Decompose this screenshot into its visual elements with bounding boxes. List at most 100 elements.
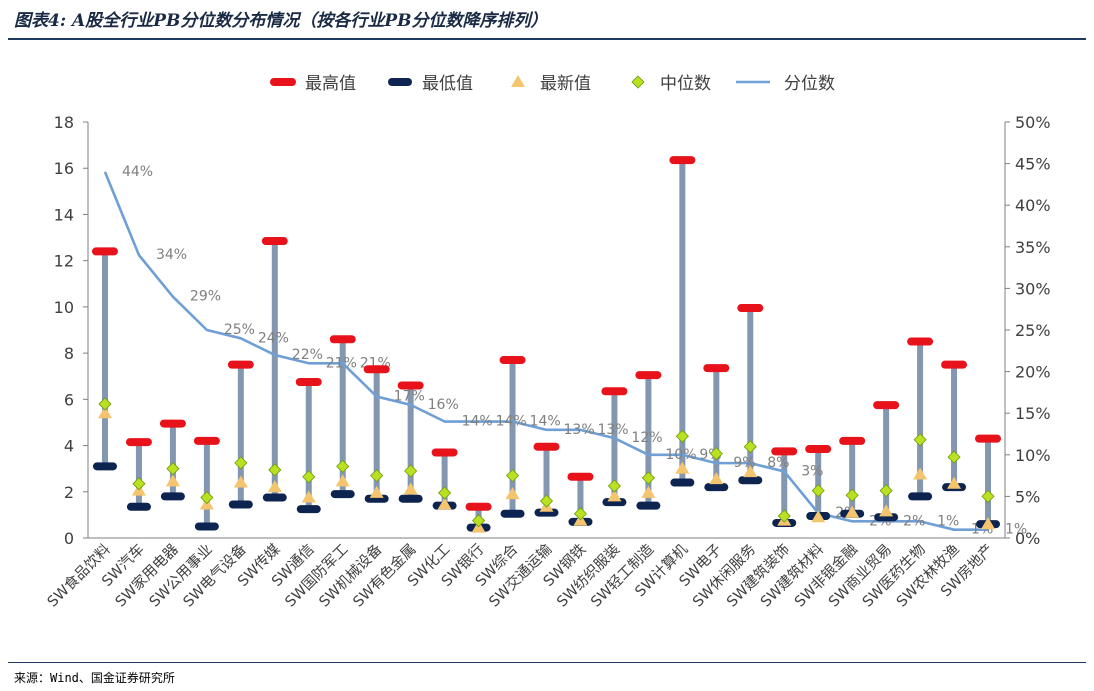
max-marker: [873, 401, 900, 410]
median-marker: [947, 450, 961, 464]
range-bar: [203, 440, 210, 527]
latest-marker: [675, 461, 690, 474]
percentile-label: 3%: [801, 463, 823, 479]
median-marker: [472, 514, 486, 528]
category-labels: SW食品饮料SW汽车SW家用电器SW公用事业SW电气设备SW传媒SW通信SW国防…: [44, 540, 997, 611]
latest-marker: [437, 497, 452, 510]
right-tick-label: 10%: [1015, 446, 1051, 465]
range-bar: [985, 438, 992, 525]
right-tick-label: 30%: [1015, 279, 1051, 298]
max-marker: [533, 442, 560, 451]
median-marker: [404, 464, 418, 478]
median-marker: [336, 459, 350, 473]
latest-marker: [641, 485, 656, 498]
percentile-label: 29%: [190, 289, 221, 305]
right-tick-label: 40%: [1015, 196, 1051, 215]
max-marker: [907, 337, 934, 346]
max-marker: [805, 445, 832, 454]
legend-latest-swatch: [511, 75, 525, 87]
latest-marker: [505, 487, 520, 500]
latest-marker: [403, 482, 418, 495]
right-axis-ticks: 0% 5% 10% 15% 20% 25% 30% 35% 40% 45% 50%: [1005, 113, 1051, 548]
percentile-label: 22%: [292, 347, 323, 363]
percentile-label: 44%: [122, 164, 153, 180]
latest-marker: [709, 472, 724, 485]
legend: 最高值 最低值 最新值 中位数 分位数: [270, 74, 835, 94]
median-marker: [845, 488, 859, 502]
source-note: 来源：Wind、国金证券研究所: [14, 671, 175, 685]
max-marker: [465, 502, 492, 511]
percentile-label: 13%: [597, 422, 628, 438]
min-marker: [194, 522, 219, 531]
legend-line-label: 分位数: [784, 74, 835, 94]
latest-marker: [607, 489, 622, 502]
percentile-label: 8%: [767, 455, 789, 471]
median-marker: [573, 507, 588, 521]
max-marker: [635, 371, 662, 380]
left-tick-label: 14: [54, 205, 74, 224]
left-tick-label: 4: [64, 437, 74, 456]
latest-marker: [743, 465, 758, 478]
min-marker: [262, 493, 287, 502]
legend-max-swatch: [270, 78, 296, 86]
min-marker: [296, 505, 321, 514]
max-marker: [125, 438, 152, 447]
range-bar: [815, 449, 822, 517]
right-tick-label: 5%: [1015, 487, 1040, 506]
max-marker: [941, 360, 968, 369]
percentile-line: [103, 171, 989, 531]
percentile-label: 16%: [428, 397, 459, 413]
percentile-label: 13%: [564, 422, 595, 438]
median-marker: [913, 433, 927, 447]
median-marker: [641, 471, 655, 485]
right-tick-label: 15%: [1015, 404, 1051, 423]
legend-min-swatch: [388, 78, 412, 86]
min-marker: [908, 492, 933, 501]
chart-title: 图表4: A股全行业PB分位数分布情况（按各行业PB分位数降序排列）: [14, 11, 548, 31]
latest-marker: [165, 474, 180, 487]
range-bar: [747, 308, 754, 481]
median-marker: [607, 479, 621, 493]
range-bar: [679, 160, 686, 483]
left-tick-label: 8: [64, 344, 74, 363]
max-marker: [227, 360, 254, 369]
min-marker: [500, 509, 525, 518]
median-marker: [166, 462, 180, 476]
median-marker: [505, 469, 520, 483]
max-marker: [295, 378, 322, 386]
title-rule: [8, 38, 1086, 40]
max-marker: [159, 419, 186, 428]
percentile-label: 1%: [937, 513, 959, 529]
median-marker: [302, 470, 316, 484]
legend-median-label: 中位数: [660, 74, 711, 94]
percentile-label: 1%: [1005, 522, 1027, 538]
range-bar: [645, 375, 652, 506]
range-bar: [101, 251, 108, 467]
max-marker: [193, 436, 220, 445]
left-tick-label: 10: [54, 298, 74, 317]
range-bars: [101, 160, 992, 528]
median-marker: [539, 494, 554, 508]
min-marker: [228, 500, 253, 509]
median-marker: [268, 463, 282, 477]
range-bar: [543, 446, 550, 513]
percentile-label: 17%: [394, 389, 425, 405]
latest-marker: [879, 504, 894, 517]
legend-min-label: 最低值: [422, 74, 473, 94]
median-marker: [981, 489, 995, 503]
footer-rule: [8, 662, 1086, 663]
percentile-label: 2%: [903, 513, 925, 529]
min-marker: [398, 494, 423, 503]
percentile-labels: 44%34%29%25%24%22%21% 21%17%16%14% 14% 14%1…: [122, 164, 1027, 538]
median-marker: [370, 469, 384, 483]
max-marker: [601, 387, 628, 396]
range-bar: [781, 451, 788, 523]
percentile-label: 21%: [326, 355, 357, 371]
range-bar: [577, 476, 584, 522]
legend-latest-label: 最新值: [540, 74, 591, 94]
max-marker: [771, 447, 798, 456]
latest-marker: [811, 510, 826, 523]
median-marker: [98, 397, 112, 411]
max-marker: [329, 335, 356, 344]
range-bar: [407, 385, 414, 499]
